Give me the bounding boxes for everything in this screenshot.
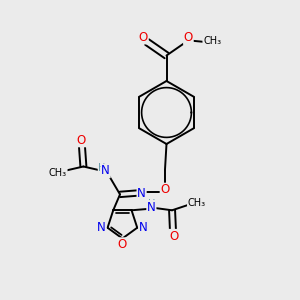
Text: O: O (160, 183, 169, 196)
Text: N: N (147, 201, 156, 214)
Text: H: H (148, 199, 155, 209)
Text: N: N (97, 221, 106, 234)
Text: CH₃: CH₃ (188, 198, 206, 208)
Text: O: O (77, 134, 86, 147)
Text: N: N (137, 187, 146, 200)
Text: CH₃: CH₃ (49, 167, 67, 178)
Text: N: N (101, 164, 110, 178)
Text: CH₃: CH₃ (203, 36, 221, 46)
Text: O: O (118, 238, 127, 251)
Text: O: O (169, 230, 178, 243)
Text: O: O (184, 31, 193, 44)
Text: O: O (139, 31, 148, 44)
Text: N: N (139, 221, 148, 234)
Text: H: H (98, 163, 106, 173)
